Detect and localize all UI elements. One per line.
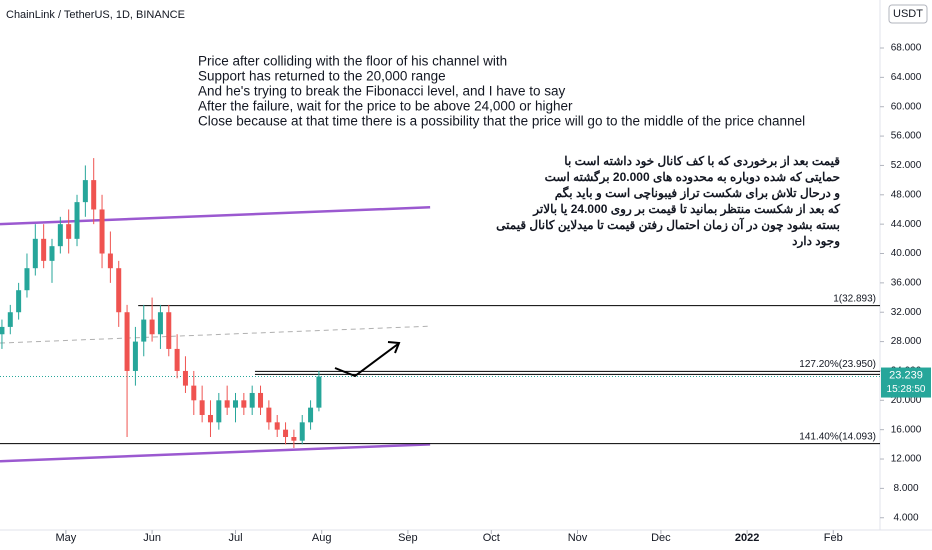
candle-body [182,370,188,386]
candle-body [0,326,5,335]
candle-body [107,253,113,269]
candle-body [241,400,247,408]
annotation-fa: که بعد از شکست منتظر بمانید تا قیمت بر ر… [532,202,840,217]
candle-body [49,246,55,261]
candle-body [57,224,63,247]
x-tick-label: Sep [398,532,418,544]
candle-body [274,422,280,430]
candle-body [207,414,213,423]
y-tick-label: 44.000 [891,219,922,230]
x-tick-label: Dec [651,532,671,544]
y-tick-label: 48.000 [891,189,922,200]
annotation-fa: بسته بشود چون در آن زمان احتمال رفتن قیم… [496,216,840,233]
y-tick-label: 56.000 [891,131,922,142]
y-tick-label: 60.000 [891,101,922,112]
annotation-fa: قیمت بعد از برخوردی که با کف کانال خود د… [564,154,840,169]
candle-body [157,312,163,335]
annotation-fa: حمایتی که شده دوباره به محدوده های 20.00… [545,169,840,185]
annotation-fa: وجود دارد [792,234,840,249]
candle-body [74,202,80,239]
annotation-en: Support has returned to the 20,000 range [198,69,446,84]
candle-body [249,392,255,408]
y-tick-label: 64.000 [891,72,922,83]
arrow [334,341,401,378]
x-tick-label: Oct [483,532,500,544]
candle-body [24,268,30,291]
y-tick-label: 20.000 [891,395,922,406]
candle-body [124,312,130,371]
price-tag [881,367,931,398]
candle-body [224,400,230,408]
y-tick-label: 8.000 [893,483,918,494]
x-tick-label: Aug [312,532,332,544]
candle-body [299,422,305,441]
price-tag-value: 23.239 [889,369,923,381]
candle-body [116,268,122,313]
candle-body [66,224,72,239]
candle-body [91,180,97,210]
y-tick-label: 40.000 [891,248,922,259]
x-tick-label: May [56,532,77,544]
x-tick-label: Nov [568,532,588,544]
y-tick-label: 28.000 [891,336,922,347]
candle-body [32,238,38,269]
x-tick-label: Jun [143,532,161,544]
trend-line [0,206,431,226]
annotation-fa: و درحال تلاش برای شکست تراز فیبوناچی است… [555,185,841,201]
x-tick-label: 2022 [735,532,759,544]
x-tick-label: Jul [228,532,242,544]
fib-label: 141.40%(14.093) [799,431,876,442]
candle-body [174,348,180,371]
annotation-en: Close because at that time there is a po… [198,114,805,129]
y-tick-label: 32.000 [891,307,922,318]
y-tick-label: 12.000 [891,454,922,465]
price-tag-countdown: 15:28:50 [887,384,926,395]
candle-body [7,312,13,327]
y-tick-label: 52.000 [891,160,922,171]
candle-body [283,429,289,438]
candle-body [232,400,239,408]
currency: USDT [893,8,923,20]
candle-body [291,437,297,441]
annotation-en: And he's trying to break the Fibonacci l… [198,84,566,99]
candle-body [82,180,88,203]
candle-body [308,407,314,423]
chart-title: ChainLink / TetherUS, 1D, BINANCE [6,9,185,21]
y-tick-label: 68.000 [891,43,922,54]
trend-line [0,443,431,463]
candle-body [132,341,138,371]
candle-body [141,319,147,342]
annotation-en: After the failure, wait for the price to… [198,99,573,114]
y-tick-label: 4.000 [893,512,918,523]
candle-body [316,376,322,408]
y-tick-label: 16.000 [891,424,922,435]
currency-box[interactable] [888,4,928,24]
y-tick-label: 36.000 [891,278,922,289]
candle-body [41,238,47,261]
candle-body [191,385,197,401]
candle-body [266,407,272,423]
candle-body [16,290,22,313]
candle-body [216,400,222,423]
candle-body [166,312,172,349]
candle-body [149,319,155,335]
fib-label: 1(32.893) [833,293,876,304]
fib-label: 127.20%(23.950) [799,359,876,370]
annotation-en: Price after colliding with the floor of … [198,54,507,69]
candle-body [99,209,105,254]
x-tick-label: Feb [824,532,843,544]
candle-body [258,392,264,408]
candle-body [199,400,205,415]
